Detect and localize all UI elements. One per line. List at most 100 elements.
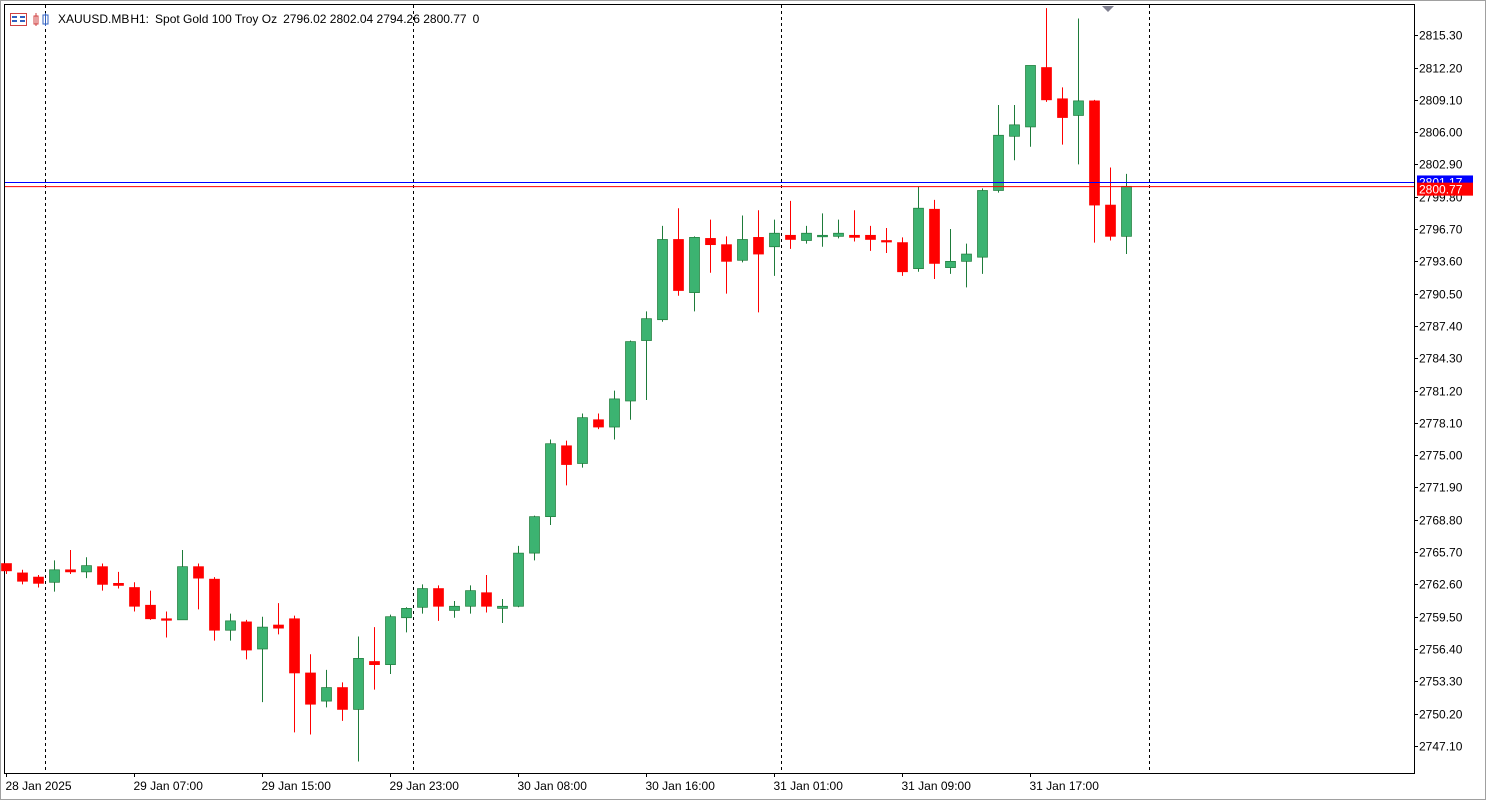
candle-body-35 <box>561 445 572 465</box>
candle-10 <box>161 611 172 638</box>
timeframe-label: H1: <box>130 12 150 26</box>
y-tick-label-7: 2793.60 <box>1419 255 1463 269</box>
candle-body-61 <box>977 190 988 258</box>
symbol-description: Spot Gold 100 Troy Oz <box>155 12 278 26</box>
candle-68 <box>1089 99 1100 243</box>
candle-body-51 <box>817 234 828 238</box>
candle-body-19 <box>305 672 316 705</box>
price-lines <box>5 181 1414 188</box>
candle-body-34 <box>545 443 556 518</box>
candle-46 <box>737 215 748 263</box>
candle-body-7 <box>113 582 124 586</box>
time-axis[interactable]: 28 Jan 2025 29 Jan 07:00 29 Jan 15:00 29 Ja… <box>6 773 1100 793</box>
candle-body-40 <box>641 318 652 341</box>
candle-body-8 <box>129 587 140 607</box>
candle-26 <box>417 584 428 614</box>
candle-body-59 <box>945 260 956 268</box>
candle-body-53 <box>849 234 860 238</box>
candle-65 <box>1041 8 1052 102</box>
x-tick-label-7: 31 Jan 09:00 <box>902 779 972 793</box>
candle-41 <box>657 225 668 322</box>
symbol-name: XAUUSD.MB <box>58 12 130 26</box>
candle-48 <box>769 219 780 276</box>
candle-body-6 <box>97 566 108 585</box>
candle-36 <box>577 413 588 468</box>
candle-51 <box>817 213 828 247</box>
candle-69 <box>1105 167 1116 241</box>
y-tick-label-14: 2771.90 <box>1419 481 1463 495</box>
candle-47 <box>753 210 764 313</box>
day-separators <box>45 5 1150 773</box>
candle-42 <box>673 208 684 296</box>
x-tick-label-0: 28 Jan 2025 <box>6 779 72 793</box>
y-tick-label-8: 2790.50 <box>1419 288 1463 302</box>
candle-35 <box>561 440 572 486</box>
candle-body-16 <box>257 626 268 650</box>
chart-tools-icon[interactable] <box>33 12 50 26</box>
candle-body-57 <box>913 207 924 269</box>
candle-body-18 <box>289 618 300 674</box>
candle-body-3 <box>49 569 60 583</box>
candle-12 <box>193 563 204 610</box>
candle-body-11 <box>177 566 188 621</box>
candle-body-22 <box>353 658 364 710</box>
candle-63 <box>1009 105 1020 161</box>
candle-body-4 <box>65 569 76 573</box>
candle-17 <box>273 603 284 635</box>
candle-body-62 <box>993 134 1004 191</box>
candle-43 <box>689 236 700 312</box>
candle-55 <box>881 228 892 254</box>
x-tick-label-3: 29 Jan 23:00 <box>390 779 460 793</box>
candle-25 <box>401 607 412 633</box>
ohlc-values: 2796.02 2802.04 2794.26 2800.77 <box>283 12 467 26</box>
y-tick-label-11: 2781.20 <box>1419 385 1463 399</box>
candle-body-46 <box>737 239 748 261</box>
candle-34 <box>545 439 556 525</box>
candle-body-39 <box>625 341 636 402</box>
y-tick-label-10: 2784.30 <box>1419 352 1463 366</box>
y-tick-label-18: 2759.50 <box>1419 611 1463 625</box>
candle-19 <box>305 654 316 735</box>
candle-body-64 <box>1025 65 1036 128</box>
candle-body-0 <box>1 563 12 572</box>
y-tick-label-2: 2809.10 <box>1419 94 1463 108</box>
chart-shift-marker-icon[interactable] <box>1102 6 1114 12</box>
y-tick-label-3: 2806.00 <box>1419 126 1463 140</box>
candle-5 <box>81 557 92 579</box>
candle-53 <box>849 210 860 242</box>
price-axis[interactable]: 2815.302812.202809.102806.002802.902799.… <box>1414 29 1463 754</box>
candle-body-70 <box>1121 185 1132 237</box>
y-tick-label-16: 2765.70 <box>1419 546 1463 560</box>
y-tick-label-13: 2775.00 <box>1419 449 1463 463</box>
candle-body-38 <box>609 398 620 428</box>
y-tick-label-22: 2747.10 <box>1419 740 1463 754</box>
candle-22 <box>353 636 364 762</box>
candle-56 <box>897 237 908 276</box>
candle-body-49 <box>785 234 796 240</box>
candle-61 <box>977 188 988 274</box>
candle-body-52 <box>833 232 844 237</box>
candle-body-65 <box>1041 67 1052 101</box>
candle-33 <box>529 515 540 561</box>
candle-body-2 <box>33 576 44 584</box>
candle-body-5 <box>81 565 92 573</box>
candle-4 <box>65 549 76 574</box>
candle-29 <box>465 585 476 614</box>
trade-window-icon[interactable] <box>10 12 27 26</box>
candle-body-25 <box>401 608 412 619</box>
candle-body-55 <box>881 240 892 243</box>
candle-body-68 <box>1089 100 1100 206</box>
y-tick-label-20: 2753.30 <box>1419 675 1463 689</box>
y-tick-label-9: 2787.40 <box>1419 320 1463 334</box>
candle-body-41 <box>657 239 668 321</box>
candle-9 <box>145 590 156 620</box>
candle-27 <box>433 585 444 621</box>
y-tick-label-15: 2768.80 <box>1419 514 1463 528</box>
candle-8 <box>129 582 140 612</box>
y-tick-label-1: 2812.20 <box>1419 62 1463 76</box>
candle-body-1 <box>17 572 28 582</box>
